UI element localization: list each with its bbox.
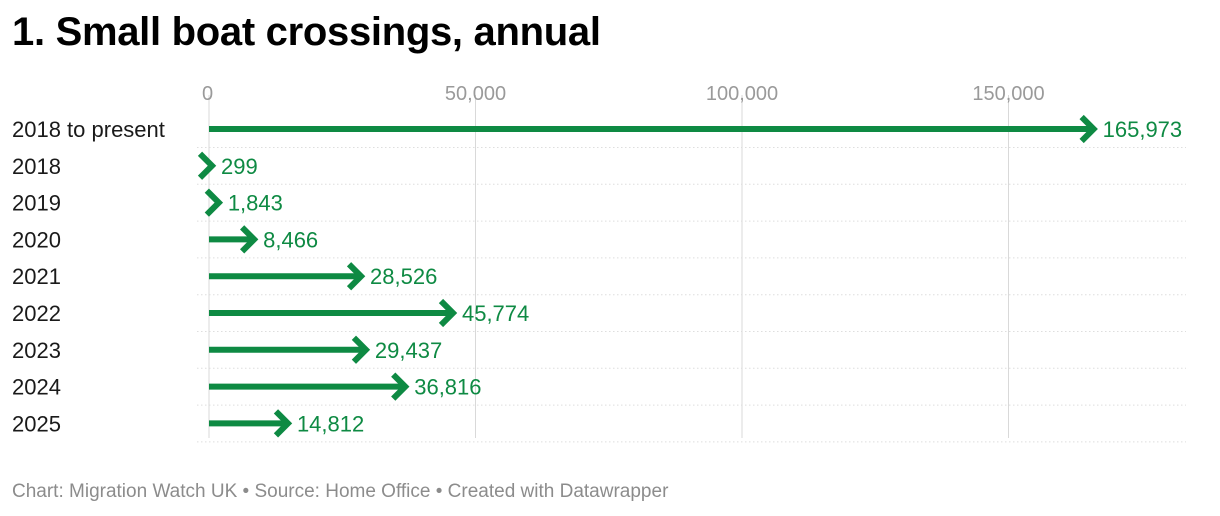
- value-label: 29,437: [375, 338, 442, 363]
- bar-arrowhead: [351, 335, 371, 364]
- chart-footer: Chart: Migration Watch UK • Source: Home…: [12, 481, 669, 502]
- gridlines: [197, 95, 1186, 443]
- category-label: 2018 to present: [12, 117, 165, 142]
- category-label: 2020: [12, 227, 61, 252]
- category-label: 2018: [12, 154, 61, 179]
- x-tick-label: 100,000: [706, 83, 778, 105]
- chart-title: 1. Small boat crossings, annual: [12, 10, 601, 54]
- bar-arrowhead: [391, 372, 410, 401]
- bar-arrowhead: [197, 151, 217, 180]
- value-label: 36,816: [414, 375, 481, 400]
- category-label: 2024: [12, 375, 61, 400]
- x-tick-label: 150,000: [972, 83, 1044, 105]
- category-label: 2019: [12, 191, 61, 216]
- value-label: 1,843: [228, 191, 283, 216]
- value-label: 8,466: [263, 227, 318, 252]
- category-label: 2025: [12, 411, 61, 436]
- bar-arrowhead: [204, 188, 224, 217]
- category-label: 2021: [12, 264, 61, 289]
- bar-chart: 0 50,000 100,000 150,000 2018 to present 165…: [12, 83, 1186, 443]
- x-axis-ticks: 0 50,000 100,000 150,000: [202, 83, 1045, 105]
- bar-arrowhead: [273, 409, 293, 438]
- category-label: 2022: [12, 301, 61, 326]
- bar-arrowhead: [240, 225, 259, 254]
- category-label: 2023: [12, 338, 61, 363]
- bar-arrowhead: [346, 262, 366, 291]
- value-label: 299: [221, 154, 258, 179]
- bar-rows: 2018 to present 165,973 2018 299 2019 1,843 20…: [12, 114, 1183, 438]
- bar-arrowhead: [1079, 114, 1098, 144]
- value-label: 14,812: [297, 411, 364, 436]
- value-label: 45,774: [462, 301, 529, 326]
- value-label: 165,973: [1103, 117, 1183, 142]
- x-tick-label: 50,000: [445, 83, 506, 105]
- bar-arrowhead: [438, 298, 458, 328]
- value-label: 28,526: [370, 264, 437, 289]
- x-tick-label: 0: [202, 83, 213, 105]
